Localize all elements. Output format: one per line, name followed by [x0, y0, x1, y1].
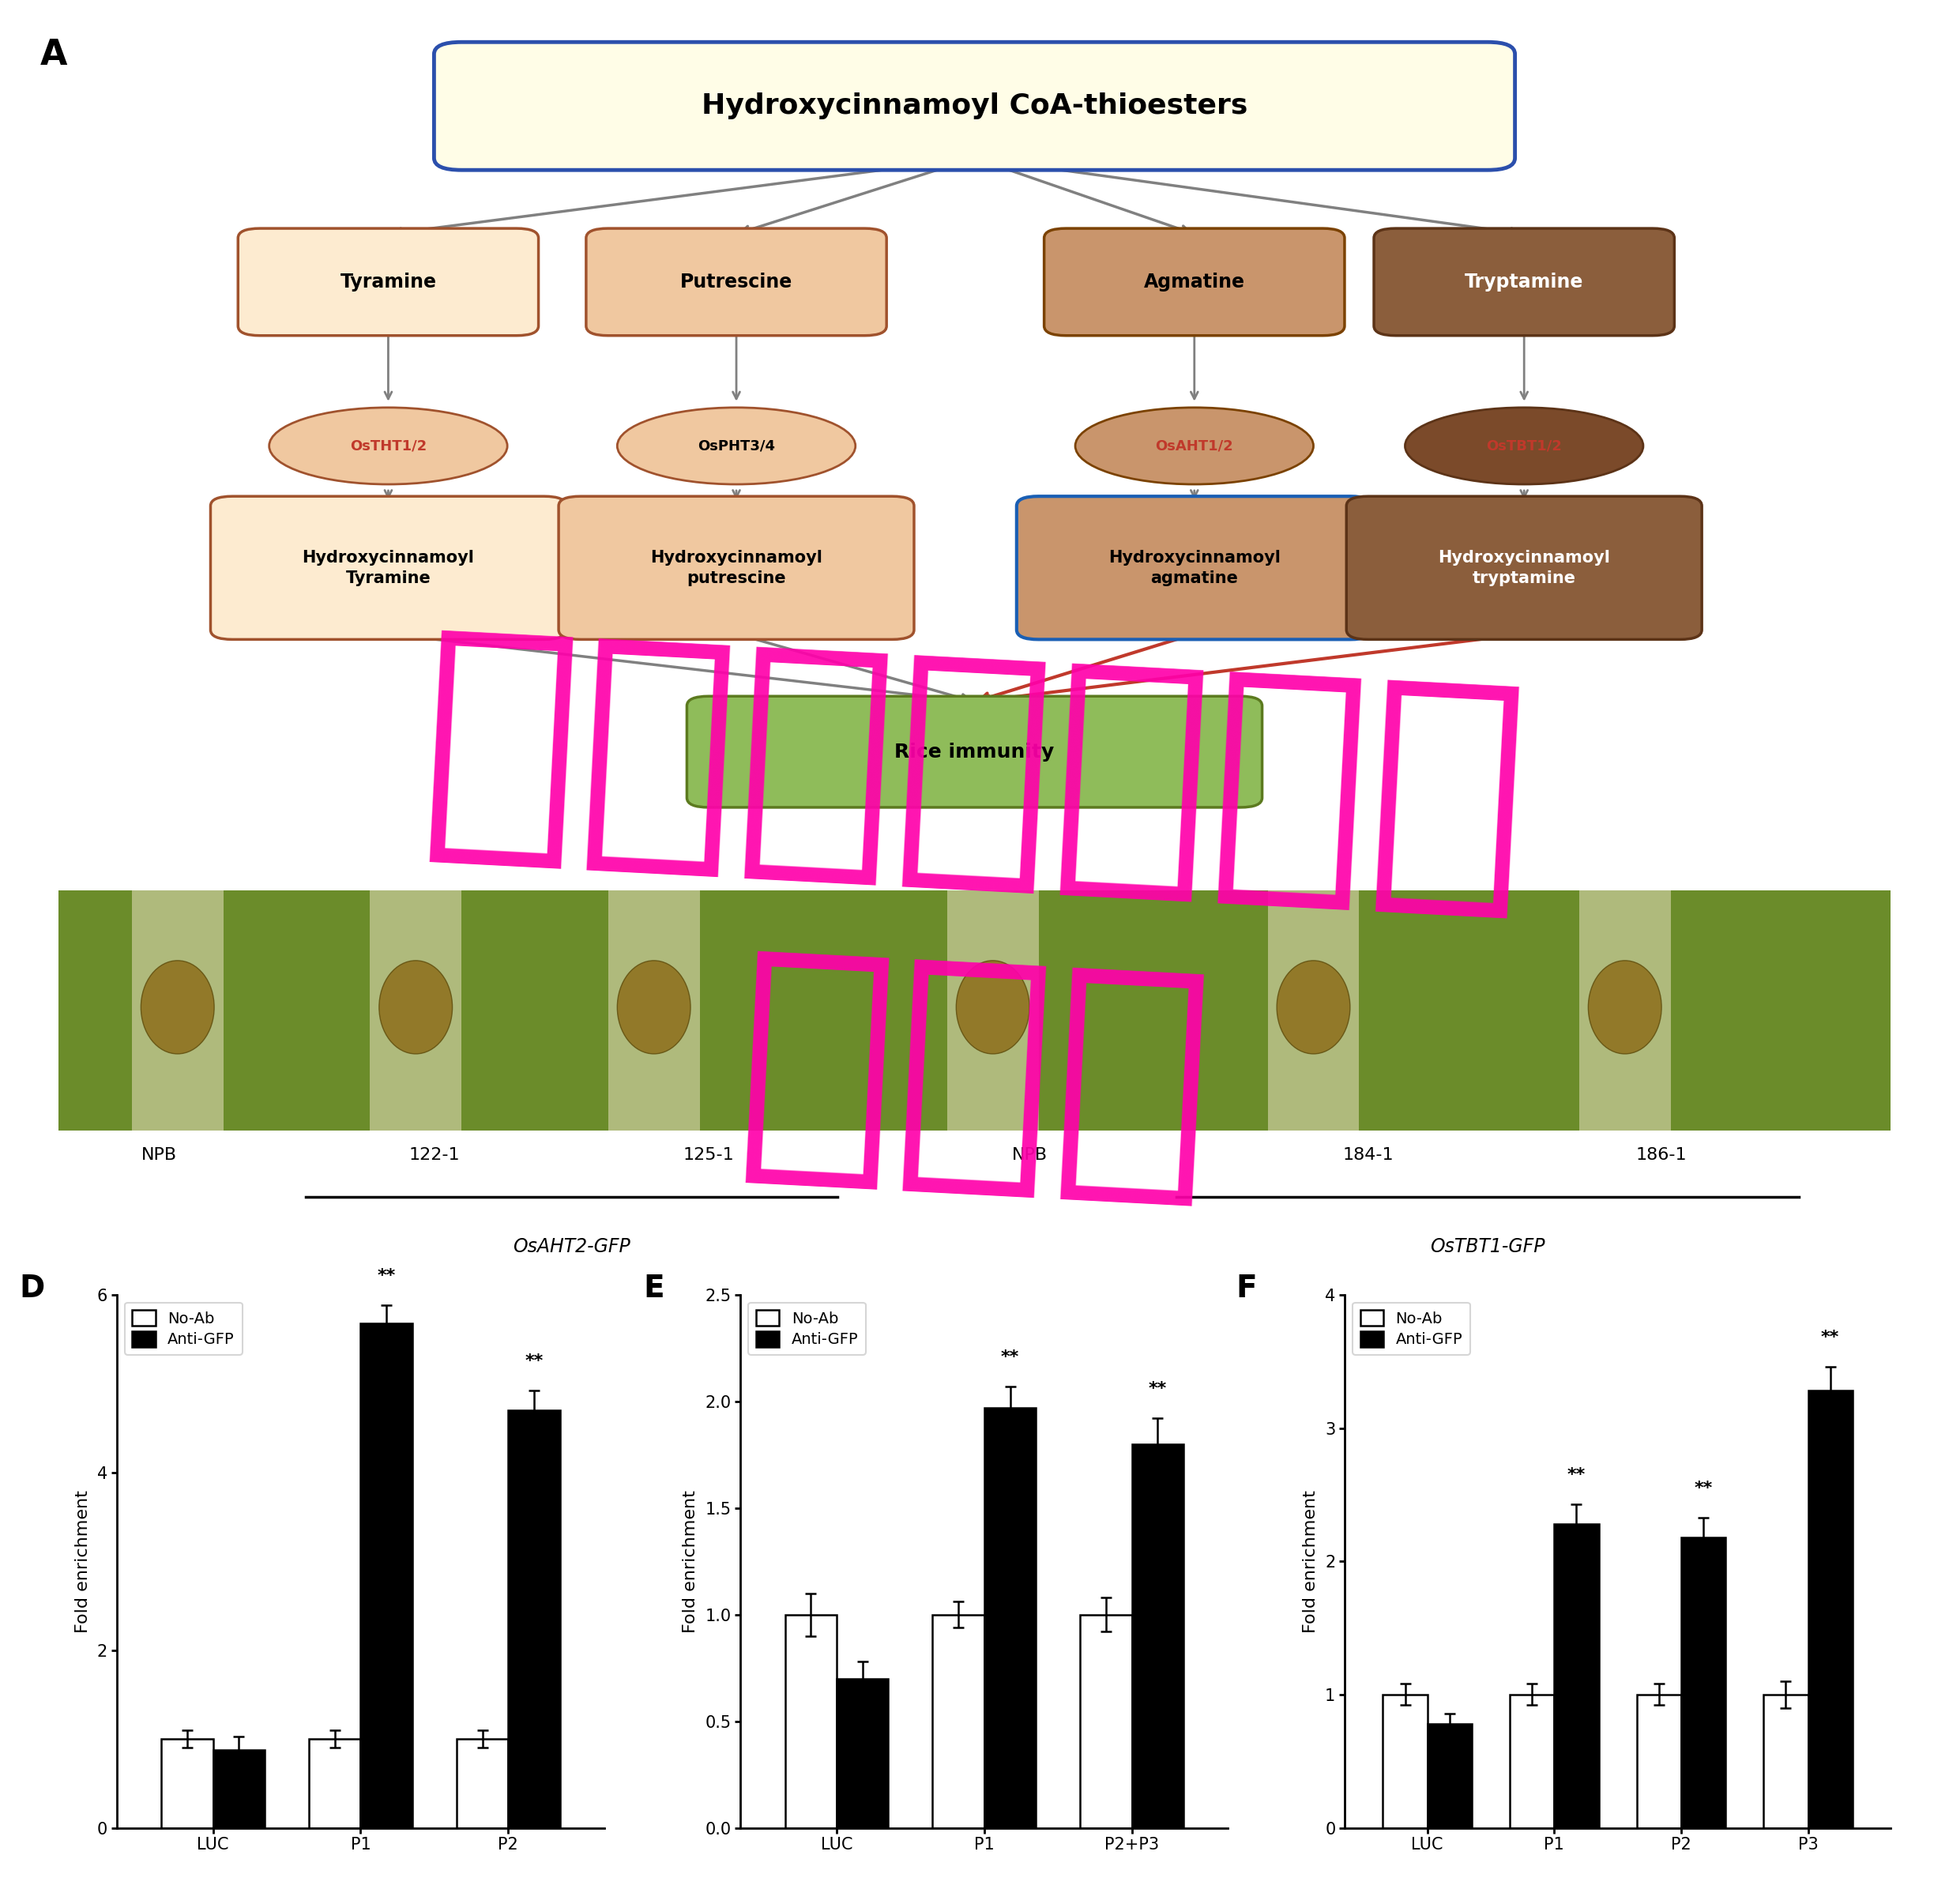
FancyBboxPatch shape [1017, 497, 1372, 640]
Bar [1764, 1695, 1809, 1828]
Text: **: ** [378, 1268, 396, 1283]
Bar [1384, 1695, 1427, 1828]
Text: 186-1: 186-1 [1635, 1146, 1688, 1163]
Text: OsAHT2-GFP: OsAHT2-GFP [513, 1238, 630, 1257]
Text: Agmatine: Agmatine [1144, 272, 1245, 291]
FancyBboxPatch shape [133, 891, 224, 1131]
Text: OsTBT1-GFP: OsTBT1-GFP [1431, 1238, 1546, 1257]
FancyBboxPatch shape [1374, 228, 1674, 335]
Text: **: ** [1002, 1350, 1019, 1365]
Text: **: ** [1820, 1329, 1840, 1346]
Text: **: ** [1148, 1380, 1167, 1398]
FancyBboxPatch shape [559, 497, 914, 640]
FancyBboxPatch shape [238, 228, 538, 335]
Y-axis label: Fold enrichment: Fold enrichment [74, 1489, 90, 1634]
Text: A: A [41, 38, 68, 72]
Ellipse shape [378, 960, 452, 1055]
FancyBboxPatch shape [947, 891, 1039, 1131]
FancyBboxPatch shape [1579, 891, 1670, 1131]
Y-axis label: Fold enrichment: Fold enrichment [1302, 1489, 1318, 1634]
Text: D: D [19, 1274, 45, 1304]
Ellipse shape [269, 407, 507, 484]
Text: Hydroxycinnamoyl
putrescine: Hydroxycinnamoyl putrescine [651, 550, 822, 586]
FancyBboxPatch shape [1347, 497, 1701, 640]
Bar [162, 1738, 212, 1828]
Ellipse shape [1277, 960, 1351, 1055]
Text: **: ** [1694, 1479, 1713, 1497]
Bar [932, 1615, 984, 1828]
Text: OsTBT1/2: OsTBT1/2 [1487, 438, 1561, 453]
Text: **: ** [524, 1354, 544, 1369]
Legend: No-Ab, Anti-GFP: No-Ab, Anti-GFP [125, 1302, 242, 1356]
Bar [1080, 1615, 1132, 1828]
Bar [836, 1679, 889, 1828]
Bar [509, 1411, 559, 1828]
Bar [308, 1738, 361, 1828]
Bar [1553, 1523, 1598, 1828]
Bar [1809, 1390, 1852, 1828]
Text: OsPHT3/4: OsPHT3/4 [698, 438, 776, 453]
Ellipse shape [1076, 407, 1314, 484]
Ellipse shape [140, 960, 214, 1055]
Ellipse shape [957, 960, 1029, 1055]
Text: **: ** [1567, 1466, 1586, 1483]
FancyBboxPatch shape [370, 891, 462, 1131]
FancyBboxPatch shape [1267, 891, 1358, 1131]
Bar [1427, 1723, 1471, 1828]
Text: Hydroxycinnamoyl CoA-thioesters: Hydroxycinnamoyl CoA-thioesters [702, 93, 1247, 120]
Text: Tryptamine: Tryptamine [1466, 272, 1583, 291]
Text: Hydroxycinnamoyl
agmatine: Hydroxycinnamoyl agmatine [1109, 550, 1280, 586]
Bar [1637, 1695, 1682, 1828]
FancyBboxPatch shape [210, 497, 565, 640]
Y-axis label: Fold enrichment: Fold enrichment [682, 1489, 698, 1634]
Bar [1132, 1443, 1183, 1828]
Text: E: E [643, 1274, 665, 1304]
Text: OsTHT1/2: OsTHT1/2 [349, 438, 427, 453]
FancyBboxPatch shape [58, 891, 1891, 1131]
Legend: No-Ab, Anti-GFP: No-Ab, Anti-GFP [748, 1302, 865, 1356]
Text: NPB: NPB [1012, 1146, 1047, 1163]
FancyBboxPatch shape [435, 42, 1514, 169]
Bar [456, 1738, 509, 1828]
Text: F: F [1236, 1274, 1257, 1304]
Text: 184-1: 184-1 [1343, 1146, 1394, 1163]
Text: 博主街: 博主街 [731, 937, 1218, 1215]
Text: 125-1: 125-1 [684, 1146, 735, 1163]
FancyBboxPatch shape [1045, 228, 1345, 335]
FancyBboxPatch shape [608, 891, 700, 1131]
Bar [1682, 1537, 1725, 1828]
Bar [361, 1323, 413, 1828]
Text: Hydroxycinnamoyl
Tyramine: Hydroxycinnamoyl Tyramine [302, 550, 474, 586]
Bar [785, 1615, 836, 1828]
Bar [1510, 1695, 1553, 1828]
Text: OsAHT1/2: OsAHT1/2 [1156, 438, 1234, 453]
Text: Putrescine: Putrescine [680, 272, 793, 291]
Legend: No-Ab, Anti-GFP: No-Ab, Anti-GFP [1353, 1302, 1470, 1356]
Bar [212, 1750, 265, 1828]
Ellipse shape [1405, 407, 1643, 484]
Text: Rice immunity: Rice immunity [895, 743, 1054, 762]
Ellipse shape [1588, 960, 1661, 1055]
FancyBboxPatch shape [587, 228, 887, 335]
Bar [984, 1407, 1037, 1828]
Ellipse shape [618, 407, 856, 484]
Text: 时尚博主，时尚: 时尚博主，时尚 [415, 615, 1534, 927]
Text: Hydroxycinnamoyl
tryptamine: Hydroxycinnamoyl tryptamine [1438, 550, 1610, 586]
Text: NPB: NPB [142, 1146, 177, 1163]
FancyBboxPatch shape [686, 697, 1263, 807]
Text: 122-1: 122-1 [409, 1146, 460, 1163]
Ellipse shape [618, 960, 690, 1055]
Text: Tyramine: Tyramine [339, 272, 437, 291]
